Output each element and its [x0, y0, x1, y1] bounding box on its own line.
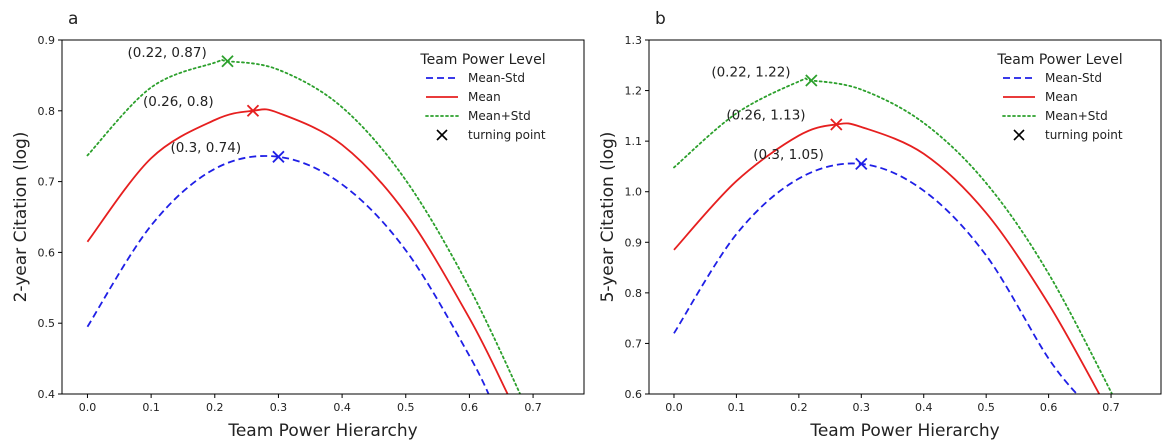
y-tick-label: 0.9	[625, 236, 643, 249]
legend-entry: Mean+Std	[468, 109, 531, 123]
y-tick-label: 1.1	[625, 135, 643, 148]
legend-entry: turning point	[468, 128, 546, 142]
x-tick-label: 0.4	[915, 401, 933, 414]
series-line-mean	[87, 109, 507, 394]
legend-entry: Mean-Std	[1045, 71, 1102, 85]
y-axis-label: 5-year Citation (log)	[598, 132, 618, 303]
x-tick-label: 0.7	[1102, 401, 1120, 414]
y-tick-label: 0.7	[625, 337, 643, 350]
y-tick-label: 0.4	[38, 388, 56, 401]
x-tick-label: 0.0	[79, 401, 97, 414]
turning-point-label: (0.26, 1.13)	[726, 107, 805, 123]
y-tick-label: 0.5	[38, 317, 56, 330]
y-tick-label: 0.9	[38, 34, 56, 47]
turning-point-label: (0.3, 1.05)	[753, 147, 824, 163]
panel-a: a (0.3, 0.74) (0.26, 0.8) (0.22, 0.87) 0.0 0.…	[11, 9, 584, 441]
turning-point-label: (0.3, 0.74)	[170, 140, 241, 156]
y-tick-label: 0.6	[625, 388, 643, 401]
series-line-mean-std	[674, 163, 1086, 404]
legend-marker-x	[1014, 130, 1024, 140]
x-tick-label: 0.5	[397, 401, 415, 414]
x-tick-label: 0.6	[1040, 401, 1058, 414]
legend-title: Team Power Level	[996, 52, 1122, 68]
turning-point-label: (0.22, 1.22)	[711, 64, 790, 80]
legend: Team Power Level Mean-Std Mean Mean+Std turn…	[419, 52, 546, 142]
y-tick-label: 0.6	[38, 246, 56, 259]
x-tick-label: 0.0	[665, 401, 683, 414]
panel-label: a	[68, 9, 78, 29]
x-tick-label: 0.4	[333, 401, 351, 414]
series-line-mean-std	[87, 60, 526, 408]
series-line-mean	[674, 123, 1105, 404]
x-axis-label: Team Power Hierarchy	[809, 421, 999, 441]
x-tick-label: 0.1	[142, 401, 160, 414]
y-tick-label: 1.3	[625, 34, 643, 47]
legend-entry: Mean	[1045, 90, 1078, 104]
panel-b: b (0.3, 1.05) (0.26, 1.13) (0.22, 1.22) 0.0 0…	[598, 9, 1161, 441]
y-tick-label: 0.7	[38, 176, 56, 189]
x-axis-label: Team Power Hierarchy	[227, 421, 417, 441]
y-tick-label: 0.8	[38, 105, 56, 118]
x-tick-label: 0.3	[270, 401, 288, 414]
legend-title: Team Power Level	[419, 52, 545, 68]
x-tick-label: 0.7	[524, 401, 542, 414]
x-tick-label: 0.3	[853, 401, 871, 414]
x-tick-label: 0.2	[206, 401, 224, 414]
legend-marker-x	[437, 130, 447, 140]
y-axis-label: 2-year Citation (log)	[11, 132, 31, 303]
legend-entry: Mean+Std	[1045, 109, 1108, 123]
y-tick-label: 1.0	[625, 186, 643, 199]
x-tick-label: 0.2	[790, 401, 808, 414]
series-line-mean-std	[87, 156, 494, 408]
legend-entry: Mean	[468, 90, 501, 104]
y-tick-label: 1.2	[625, 85, 643, 98]
plot-area	[87, 60, 526, 408]
legend: Team Power Level Mean-Std Mean Mean+Std turn…	[996, 52, 1123, 142]
x-tick-label: 0.5	[977, 401, 995, 414]
x-tick-label: 0.6	[461, 401, 479, 414]
turning-point-label: (0.26, 0.8)	[143, 94, 214, 110]
legend-entry: turning point	[1045, 128, 1123, 142]
y-tick-label: 0.8	[625, 287, 643, 300]
x-tick-label: 0.1	[728, 401, 746, 414]
panel-label: b	[655, 9, 666, 29]
turning-point-label: (0.22, 0.87)	[128, 45, 207, 61]
legend-entry: Mean-Std	[468, 71, 525, 85]
